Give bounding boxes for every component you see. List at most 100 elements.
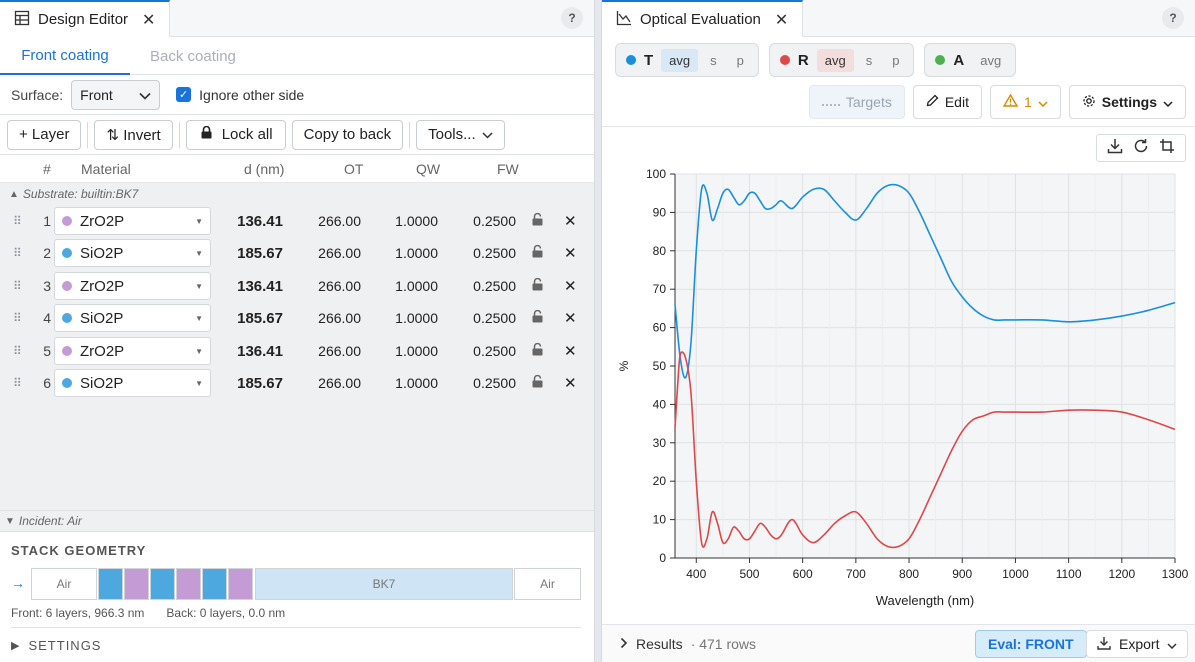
ignore-other-side-checkbox[interactable]: ✓ Ignore other side bbox=[176, 87, 304, 103]
option-avg[interactable]: avg bbox=[816, 48, 854, 72]
thickness-value[interactable]: 136.41 bbox=[237, 212, 283, 230]
delete-layer-icon[interactable]: ✕ bbox=[564, 278, 577, 295]
ot-value[interactable]: 266.00 bbox=[318, 343, 361, 359]
unlock-icon[interactable] bbox=[532, 309, 543, 326]
add-layer-button[interactable]: + Layer bbox=[7, 119, 82, 150]
settings-expander[interactable]: ▶ SETTINGS bbox=[11, 627, 581, 662]
tools-menu-button[interactable]: Tools... bbox=[416, 119, 505, 150]
drag-handle-icon[interactable]: ⠿ bbox=[13, 376, 22, 390]
unlock-icon[interactable] bbox=[532, 374, 543, 391]
ot-value[interactable]: 266.00 bbox=[318, 278, 361, 294]
qw-value[interactable]: 1.0000 bbox=[395, 245, 438, 261]
download-icon[interactable] bbox=[1107, 138, 1123, 158]
substrate-row[interactable]: ▲ Substrate: builtin:BK7 bbox=[0, 183, 594, 205]
thickness-value[interactable]: 185.67 bbox=[237, 244, 283, 262]
copy-to-back-button[interactable]: Copy to back bbox=[291, 119, 404, 150]
material-select[interactable]: SiO2P ▼ bbox=[54, 304, 211, 332]
qw-value[interactable]: 1.0000 bbox=[395, 213, 438, 229]
incident-label: Incident: Air bbox=[18, 514, 82, 528]
material-name: ZrO2P bbox=[80, 277, 125, 295]
crop-icon[interactable] bbox=[1159, 138, 1175, 158]
material-select[interactable]: SiO2P ▼ bbox=[54, 239, 211, 267]
delete-layer-icon[interactable]: ✕ bbox=[564, 343, 577, 360]
material-select[interactable]: ZrO2P ▼ bbox=[54, 272, 211, 300]
warnings-button[interactable]: 1 bbox=[989, 85, 1061, 119]
results-expander[interactable]: Results · 471 rows bbox=[620, 636, 756, 652]
delete-layer-icon[interactable]: ✕ bbox=[564, 310, 577, 327]
option-p[interactable]: p bbox=[892, 52, 900, 68]
help-icon[interactable]: ? bbox=[561, 7, 583, 29]
tab-front-coating[interactable]: Front coating bbox=[0, 37, 130, 75]
layer-row[interactable]: ⠿ 5 ZrO2P ▼ 136.41 266.00 1.0000 0.2500 ✕ bbox=[0, 335, 590, 367]
material-select[interactable]: SiO2P ▼ bbox=[54, 369, 211, 397]
unlock-icon[interactable] bbox=[532, 277, 543, 294]
fw-value[interactable]: 0.2500 bbox=[473, 375, 516, 391]
series-color-dot bbox=[626, 55, 636, 65]
unlock-icon[interactable] bbox=[532, 244, 543, 261]
thickness-value[interactable]: 185.67 bbox=[237, 374, 283, 392]
chip-reflection[interactable]: R avg s p bbox=[768, 43, 915, 77]
layer-row[interactable]: ⠿ 4 SiO2P ▼ 185.67 266.00 1.0000 0.2500 ✕ bbox=[0, 302, 590, 334]
ot-value[interactable]: 266.00 bbox=[318, 310, 361, 326]
fw-value[interactable]: 0.2500 bbox=[473, 245, 516, 261]
help-icon[interactable]: ? bbox=[1162, 7, 1184, 29]
delete-layer-icon[interactable]: ✕ bbox=[564, 213, 577, 230]
fw-value[interactable]: 0.2500 bbox=[473, 278, 516, 294]
chip-absorption[interactable]: A avg bbox=[924, 43, 1017, 77]
refresh-icon[interactable] bbox=[1133, 138, 1149, 158]
close-icon[interactable]: ✕ bbox=[774, 11, 789, 29]
material-select[interactable]: ZrO2P ▼ bbox=[54, 207, 211, 235]
chip-transmission[interactable]: T avg s p bbox=[615, 43, 759, 77]
drag-handle-icon[interactable]: ⠿ bbox=[13, 279, 22, 293]
close-icon[interactable]: ✕ bbox=[142, 11, 156, 29]
thickness-value[interactable]: 136.41 bbox=[237, 342, 283, 360]
drag-handle-icon[interactable]: ⠿ bbox=[13, 344, 22, 358]
fw-value[interactable]: 0.2500 bbox=[473, 310, 516, 326]
qw-value[interactable]: 1.0000 bbox=[395, 343, 438, 359]
surface-row: Surface: Front ✓ Ignore other side bbox=[0, 75, 594, 115]
tab-back-coating[interactable]: Back coating bbox=[150, 47, 236, 65]
material-select[interactable]: ZrO2P ▼ bbox=[54, 337, 211, 365]
option-avg[interactable]: avg bbox=[661, 48, 699, 72]
unlock-icon[interactable] bbox=[532, 342, 543, 359]
unlock-icon[interactable] bbox=[532, 212, 543, 229]
layer-row[interactable]: ⠿ 1 ZrO2P ▼ 136.41 266.00 1.0000 0.2500 ✕ bbox=[0, 205, 590, 237]
ot-value[interactable]: 266.00 bbox=[318, 245, 361, 261]
thickness-value[interactable]: 136.41 bbox=[237, 277, 283, 295]
lock-all-button[interactable]: Lock all bbox=[185, 119, 286, 150]
thickness-value[interactable]: 185.67 bbox=[237, 309, 283, 327]
option-s[interactable]: s bbox=[865, 52, 873, 68]
chevron-down-icon bbox=[1167, 636, 1177, 652]
fw-value[interactable]: 0.2500 bbox=[473, 343, 516, 359]
chevron-right-icon bbox=[620, 636, 628, 652]
targets-button[interactable]: Targets bbox=[808, 85, 905, 119]
incident-row[interactable]: ▼ Incident: Air bbox=[0, 510, 594, 532]
drag-handle-icon[interactable]: ⠿ bbox=[13, 214, 22, 228]
ot-value[interactable]: 266.00 bbox=[318, 213, 361, 229]
option-p[interactable]: p bbox=[736, 52, 744, 68]
drag-handle-icon[interactable]: ⠿ bbox=[13, 246, 22, 260]
export-button[interactable]: Export bbox=[1086, 630, 1189, 658]
layer-row[interactable]: ⠿ 3 ZrO2P ▼ 136.41 266.00 1.0000 0.2500 ✕ bbox=[0, 270, 590, 302]
delete-layer-icon[interactable]: ✕ bbox=[564, 375, 577, 392]
spectrum-chart[interactable]: 0 10 20 30 40 50 60 70 80 90 100 400 500 600 700 800 900… bbox=[602, 160, 1195, 622]
tab-design-editor[interactable]: Design Editor ✕ bbox=[0, 0, 171, 37]
settings-button[interactable]: Settings bbox=[1068, 85, 1186, 119]
layer-row[interactable]: ⠿ 2 SiO2P ▼ 185.67 266.00 1.0000 0.2500 ✕ bbox=[0, 237, 590, 269]
panel-splitter[interactable] bbox=[594, 0, 602, 662]
qw-value[interactable]: 1.0000 bbox=[395, 375, 438, 391]
edit-button[interactable]: Edit bbox=[912, 85, 982, 119]
surface-select[interactable]: Front bbox=[71, 79, 161, 110]
invert-button[interactable]: ⇅ Invert bbox=[94, 119, 173, 150]
qw-value[interactable]: 1.0000 bbox=[395, 310, 438, 326]
eval-front-button[interactable]: Eval: FRONT bbox=[975, 630, 1087, 658]
ot-value[interactable]: 266.00 bbox=[318, 375, 361, 391]
qw-value[interactable]: 1.0000 bbox=[395, 278, 438, 294]
drag-handle-icon[interactable]: ⠿ bbox=[13, 311, 22, 325]
layer-row[interactable]: ⠿ 6 SiO2P ▼ 185.67 266.00 1.0000 0.2500 ✕ bbox=[0, 367, 590, 399]
fw-value[interactable]: 0.2500 bbox=[473, 213, 516, 229]
option-s[interactable]: s bbox=[710, 52, 717, 68]
option-avg[interactable]: avg bbox=[980, 52, 1002, 68]
delete-layer-icon[interactable]: ✕ bbox=[564, 245, 577, 262]
tab-optical-evaluation[interactable]: Optical Evaluation ✕ bbox=[602, 0, 804, 37]
